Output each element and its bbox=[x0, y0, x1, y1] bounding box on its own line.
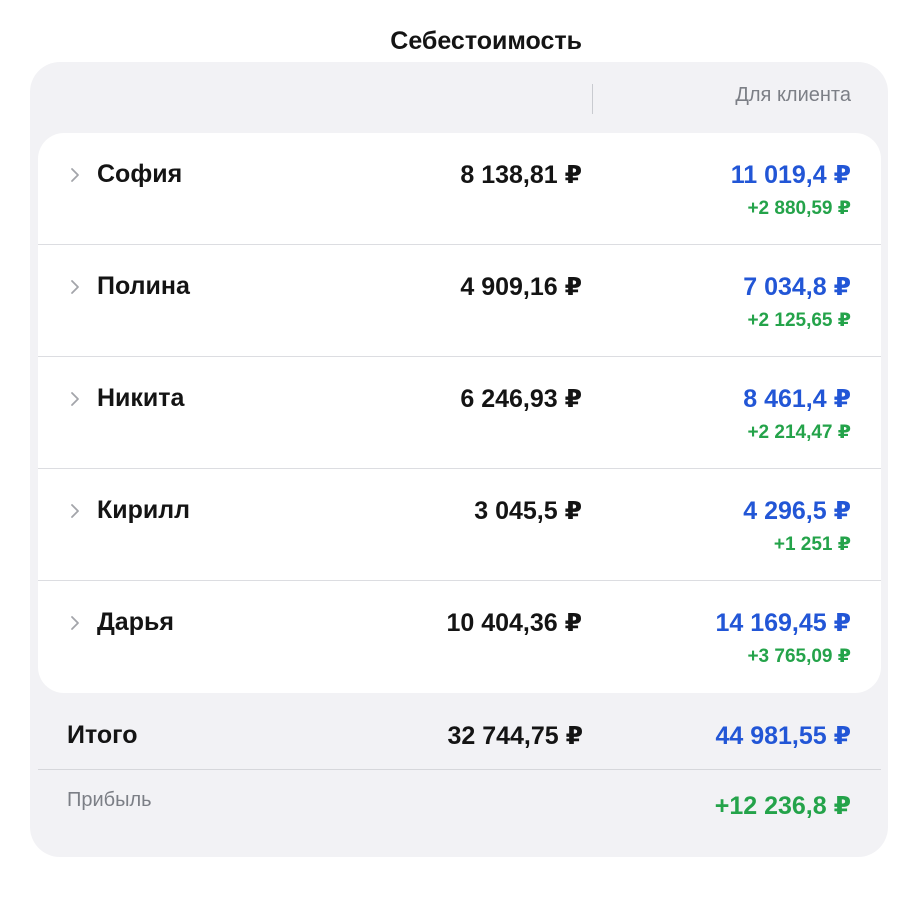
total-client-price: 44 981,55 ₽ bbox=[715, 722, 851, 750]
employee-name: София bbox=[97, 160, 183, 188]
total-divider bbox=[38, 769, 881, 770]
employee-name: Кирилл bbox=[97, 496, 191, 524]
employee-markup: +2 214,47 ₽ bbox=[747, 422, 851, 443]
row-divider bbox=[38, 580, 881, 581]
employee-row-0[interactable]: София 8 138,81 ₽ 11 019,4 ₽ +2 880,59 ₽ bbox=[38, 133, 881, 245]
employee-client-price: 4 296,5 ₽ bbox=[743, 497, 851, 525]
chevron-right-icon bbox=[68, 388, 82, 410]
employee-cost: 10 404,36 ₽ bbox=[446, 609, 582, 637]
row-divider bbox=[38, 468, 881, 469]
chevron-right-icon bbox=[68, 612, 82, 634]
employee-markup: +3 765,09 ₽ bbox=[747, 646, 851, 667]
employee-row-3[interactable]: Кирилл 3 045,5 ₽ 4 296,5 ₽ +1 251 ₽ bbox=[38, 469, 881, 581]
chevron-right-icon bbox=[68, 164, 82, 186]
profit-value: +12 236,8 ₽ bbox=[714, 792, 851, 820]
employee-row-4[interactable]: Дарья 10 404,36 ₽ 14 169,45 ₽ +3 765,09 … bbox=[38, 581, 881, 693]
row-divider bbox=[38, 356, 881, 357]
column-header-client: Для клиента bbox=[735, 84, 851, 106]
employee-name: Дарья bbox=[97, 608, 174, 636]
total-cost: 32 744,75 ₽ bbox=[447, 722, 583, 750]
profit-label: Прибыль bbox=[67, 789, 152, 811]
column-header-cost: Себестоимость bbox=[390, 27, 582, 55]
employee-client-price: 7 034,8 ₽ bbox=[743, 273, 851, 301]
employee-client-price: 11 019,4 ₽ bbox=[730, 161, 851, 189]
employee-cost: 3 045,5 ₽ bbox=[474, 497, 582, 525]
header-divider bbox=[592, 84, 593, 114]
employee-name: Полина bbox=[97, 272, 190, 300]
employee-client-price: 14 169,45 ₽ bbox=[715, 609, 851, 637]
chevron-right-icon bbox=[68, 276, 82, 298]
row-divider bbox=[38, 244, 881, 245]
employee-row-1[interactable]: Полина 4 909,16 ₽ 7 034,8 ₽ +2 125,65 ₽ bbox=[38, 245, 881, 357]
employee-list: София 8 138,81 ₽ 11 019,4 ₽ +2 880,59 ₽ … bbox=[38, 133, 881, 693]
employee-row-2[interactable]: Никита 6 246,93 ₽ 8 461,4 ₽ +2 214,47 ₽ bbox=[38, 357, 881, 469]
employee-markup: +2 880,59 ₽ bbox=[747, 198, 851, 219]
employee-cost: 6 246,93 ₽ bbox=[460, 385, 582, 413]
employee-cost: 4 909,16 ₽ bbox=[460, 273, 582, 301]
employee-markup: +1 251 ₽ bbox=[773, 534, 851, 555]
employee-cost: 8 138,81 ₽ bbox=[460, 161, 582, 189]
chevron-right-icon bbox=[68, 500, 82, 522]
total-label: Итого bbox=[67, 721, 138, 749]
employee-markup: +2 125,65 ₽ bbox=[747, 310, 851, 331]
employee-name: Никита bbox=[97, 384, 185, 412]
employee-client-price: 8 461,4 ₽ bbox=[743, 385, 851, 413]
